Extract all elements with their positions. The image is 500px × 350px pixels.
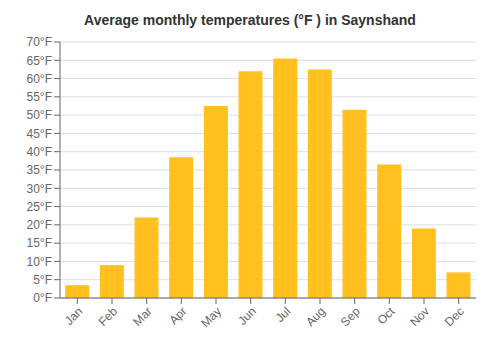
svg-text:Jun: Jun (235, 304, 259, 328)
svg-text:40°F: 40°F (27, 145, 52, 159)
svg-text:45°F: 45°F (27, 127, 52, 141)
svg-text:Jul: Jul (273, 304, 294, 325)
svg-text:Aug: Aug (303, 304, 328, 329)
svg-text:10°F: 10°F (27, 255, 52, 269)
svg-text:15°F: 15°F (27, 236, 52, 250)
svg-text:60°F: 60°F (27, 72, 52, 86)
svg-text:20°F: 20°F (27, 218, 52, 232)
svg-text:30°F: 30°F (27, 182, 52, 196)
svg-text:Jan: Jan (62, 304, 86, 328)
svg-text:0°F: 0°F (33, 291, 52, 305)
svg-text:Mar: Mar (130, 304, 155, 329)
svg-text:50°F: 50°F (27, 108, 52, 122)
svg-text:70°F: 70°F (27, 35, 52, 49)
html-text:Average monthly temperatures (: Average monthly temperatures (°F ) in Sa… (84, 12, 416, 28)
svg-text:Oct: Oct (374, 304, 398, 328)
svg-text:65°F: 65°F (27, 54, 52, 68)
svg-text:Feb: Feb (96, 304, 121, 329)
svg-text:Apr: Apr (166, 304, 189, 327)
svg-text:55°F: 55°F (27, 90, 52, 104)
svg-text:Nov: Nov (407, 304, 432, 329)
svg-text:35°F: 35°F (27, 163, 52, 177)
svg-text:Dec: Dec (442, 304, 467, 329)
svg-text:Sep: Sep (338, 304, 363, 329)
svg-text:5°F: 5°F (33, 273, 52, 287)
svg-text:25°F: 25°F (27, 200, 52, 214)
svg-text:May: May (198, 304, 224, 330)
